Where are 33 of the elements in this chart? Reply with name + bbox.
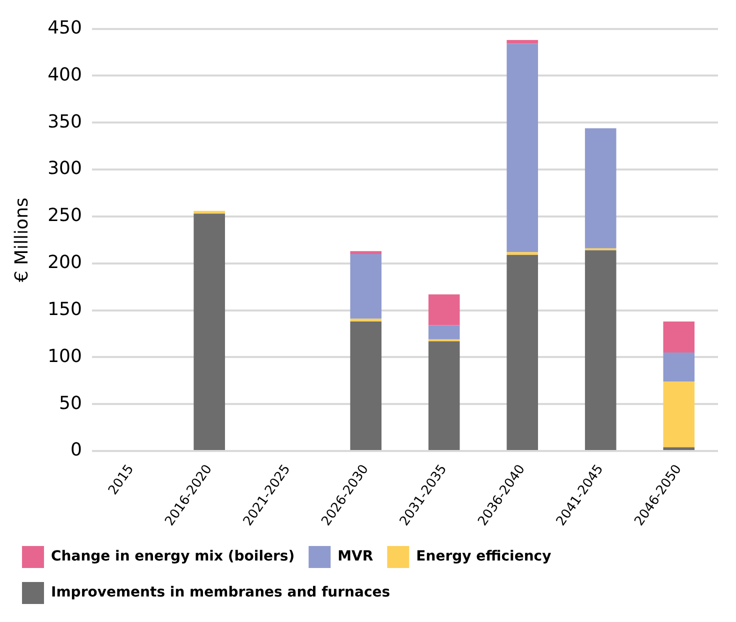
bar: [194, 214, 225, 450]
y-tick-label: 350: [48, 111, 82, 132]
bar: [506, 252, 538, 255]
y-tick-label: 300: [48, 158, 82, 180]
legend-label: MVR: [338, 548, 374, 565]
bar: [350, 322, 382, 450]
legend-label: Improvements in membranes and furnaces: [51, 584, 390, 601]
bar: [350, 251, 382, 254]
bar: [428, 294, 460, 326]
legend-label: Energy efficiency: [416, 548, 552, 565]
y-tick-label: 250: [48, 205, 82, 226]
y-tick-label: 450: [48, 17, 82, 38]
bar: [663, 382, 695, 448]
y-tick-label: 150: [48, 298, 82, 320]
y-tick-label: 0: [70, 440, 82, 461]
bar: [350, 318, 382, 322]
y-tick-label: 50: [59, 392, 82, 414]
bar: [663, 447, 695, 450]
legend-label: Change in energy mix (boilers): [51, 548, 295, 565]
y-tick-label: 200: [48, 252, 82, 274]
y-tick-label: 100: [48, 346, 82, 367]
bar: [584, 128, 616, 248]
bar: [428, 341, 460, 450]
y-axis-title: € Millions: [11, 198, 32, 282]
bar: [506, 44, 538, 252]
bar: [506, 254, 538, 450]
bar: [663, 352, 695, 382]
bar: [506, 40, 538, 44]
bar: [584, 250, 616, 450]
bar: [350, 254, 382, 319]
bar: [428, 325, 460, 340]
bar: [663, 322, 695, 352]
y-tick-label: 400: [48, 64, 82, 86]
